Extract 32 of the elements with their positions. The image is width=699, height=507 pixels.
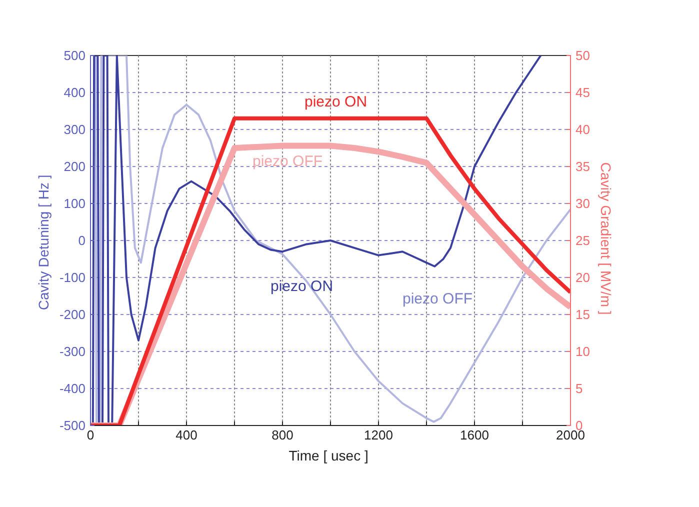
y-tick-label: 100 bbox=[64, 196, 86, 211]
y-tick-label: 400 bbox=[64, 85, 86, 100]
x-tick-label: 400 bbox=[176, 428, 198, 442]
y-tick-label: 0 bbox=[78, 233, 86, 248]
y-tick-label: -200 bbox=[59, 307, 86, 322]
series-label: piezo OFF bbox=[402, 290, 473, 308]
y2-tick-label: 15 bbox=[576, 307, 590, 322]
y2-tick-label: 50 bbox=[576, 48, 590, 63]
y2-tick-label: 30 bbox=[576, 196, 590, 211]
y-tick-label: -400 bbox=[59, 381, 86, 396]
x-tick-label: 1600 bbox=[460, 428, 489, 442]
series-label: piezo OFF bbox=[252, 152, 323, 170]
series-label: piezo ON bbox=[304, 93, 368, 110]
y2-tick-label: 5 bbox=[576, 381, 583, 396]
x-tick-label: 1200 bbox=[364, 428, 393, 442]
y2-tick-label: 40 bbox=[576, 122, 590, 137]
y2-tick-label: 35 bbox=[576, 159, 590, 174]
x-tick-label: 800 bbox=[272, 428, 294, 442]
y-tick-label: -500 bbox=[59, 418, 86, 433]
y-axis-title: Cavity Detuning [ Hz ] bbox=[35, 174, 52, 310]
y2-axis-title: Cavity Gradient [ MV/m ] bbox=[598, 162, 614, 315]
y-tick-label: 200 bbox=[64, 159, 86, 174]
y-tick-label: -100 bbox=[59, 270, 86, 285]
y2-tick-label: 10 bbox=[576, 344, 590, 359]
y2-tick-label: 45 bbox=[576, 85, 590, 100]
y-tick-label: 500 bbox=[64, 48, 86, 63]
series-label: piezo ON bbox=[270, 278, 334, 295]
y2-tick-label: 25 bbox=[576, 233, 590, 248]
y-tick-label: -300 bbox=[59, 344, 86, 359]
y-tick-label: 300 bbox=[64, 122, 86, 137]
x-axis-title: Time [ usec ] bbox=[288, 448, 368, 464]
y2-tick-label: 20 bbox=[576, 270, 590, 285]
